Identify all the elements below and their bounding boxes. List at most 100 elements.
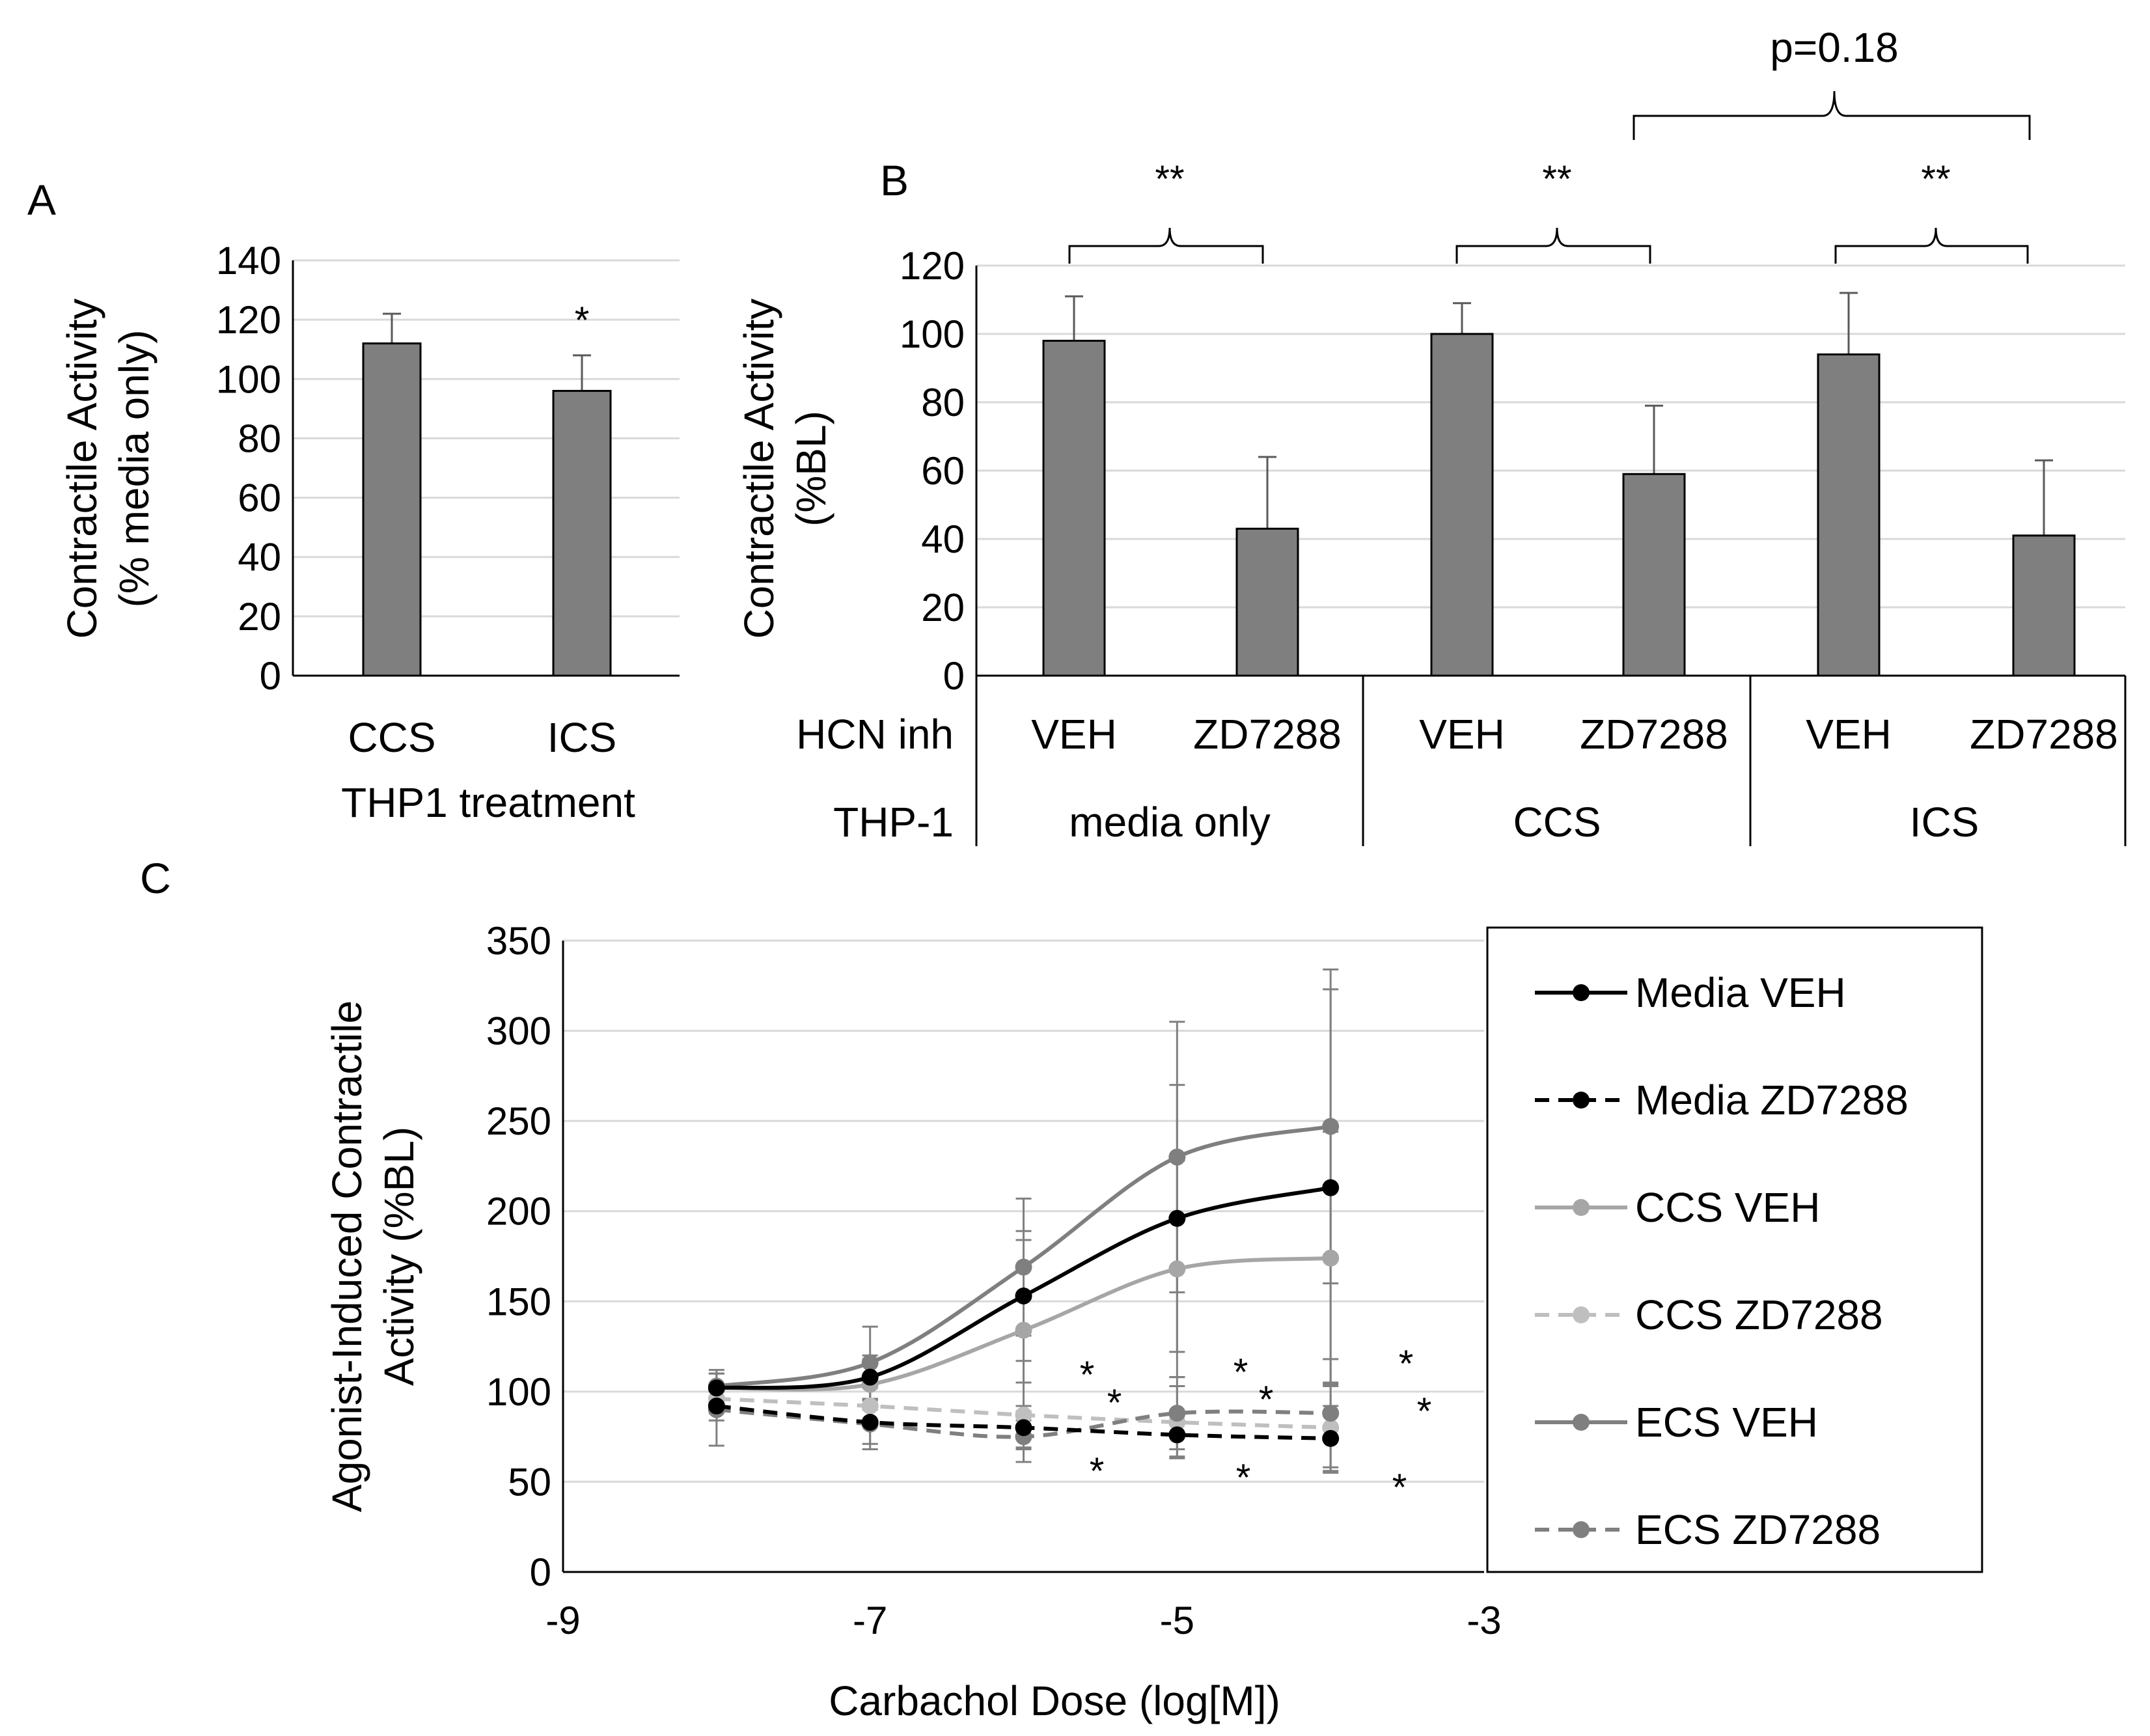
chart-c-y-title-line1: Agonist-Induced Contractile [324,1000,370,1512]
chart-c-data-point [1168,1148,1186,1166]
chart-c-data-point [861,1368,879,1386]
chart-b-y-tick-label: 40 [921,517,965,561]
chart-c-legend-box [1486,926,1983,1573]
chart-b-bracket-outer [1633,90,2031,140]
chart-c-y-tick-label: 0 [530,1550,551,1594]
chart-b-y-tick-labels: 0 20 40 60 80 100 120 [900,244,965,698]
chart-c-x-tick-label: -5 [1160,1599,1194,1642]
chart-b-category-label: ZD7288 [1193,711,1342,758]
chart-c-legend-marker [1573,1092,1590,1109]
chart-c-data-point [1322,1405,1340,1422]
chart-c-data-point [1015,1419,1032,1437]
panel-label-c: C [140,854,171,902]
chart-c-legend-marker [1573,1414,1590,1431]
chart-c-y-tick-label: 350 [486,919,551,963]
chart-b-bars [1042,292,2076,677]
chart-c-data-point [1322,1249,1340,1267]
chart-c-legend-marker [1573,1306,1590,1323]
chart-c-data-point [1322,1179,1340,1196]
chart-c-x-tick-label: -7 [853,1599,887,1642]
chart-b-group-label: CCS [1513,799,1601,846]
chart-c-legend-marker [1573,984,1590,1001]
chart-a-x-title: THP1 treatment [341,779,635,826]
chart-a-bar [552,390,612,677]
chart-b-bracket-label: ** [1542,158,1571,200]
chart-c-x-tick-labels: -9 -7 -5 -3 [545,1599,1501,1642]
chart-b-category-label: VEH [1031,711,1117,758]
chart-a-y-title-line2: (% media only) [111,330,158,608]
chart-c-significance-star: * [1392,1467,1407,1509]
chart-b-bar [1430,333,1494,677]
chart-c-x-tick-label: -9 [545,1599,580,1642]
chart-c-x-tick-label: -3 [1467,1599,1501,1642]
chart-a-y-tick-label: 80 [238,417,281,460]
chart-c-data-point [861,1413,879,1431]
chart-c-data-point [708,1379,725,1397]
chart-b-outer-bracket-label: p=0.18 [1770,24,1899,71]
chart-a-y-tick-label: 120 [216,298,281,342]
chart-b-bar [1817,353,1881,677]
chart-b-y-tick-label: 100 [900,312,965,356]
chart-c-significance-star: * [1090,1450,1105,1493]
chart-b-bracket-label: ** [1921,158,1950,200]
chart-c-legend: Media VEH Media ZD7288 CCS VEH CCS ZD7288 EC… [1535,969,1909,1553]
chart-b-y-tick-label: 120 [900,244,965,288]
chart-c-y-tick-labels: 0 50 100 150 200 250 300 350 [486,919,551,1594]
chart-c-significance-star: * [1233,1351,1248,1394]
chart-a-bar [362,342,422,677]
chart-c-legend-label: CCS VEH [1635,1184,1821,1231]
chart-b-y-tick-label: 0 [943,654,965,698]
chart-c-significance-star: * [1259,1379,1274,1421]
chart-b-bar [1235,527,1299,677]
chart-c-significance-star: * [1417,1390,1432,1433]
chart-c-legend-marker [1573,1199,1590,1216]
chart-c-significance-star: * [1399,1343,1414,1385]
chart-b-y-tick-label: 60 [921,449,965,493]
chart-c-legend-label: ECS VEH [1635,1399,1818,1446]
chart-a-y-tick-label: 0 [260,654,281,698]
chart-c-significance-stars: ********* [1080,1343,1432,1509]
chart-b-y-title-line1: Contractile Activity [736,299,782,639]
panel-label-a: A [27,176,56,224]
chart-a-y-tick-label: 100 [216,357,281,401]
chart-c-data-point [1015,1321,1032,1339]
chart-c-legend-label: Media VEH [1635,969,1846,1016]
chart-c-data-point [861,1354,879,1371]
chart-c-legend-label: CCS ZD7288 [1635,1291,1883,1338]
chart-b-y-tick-label: 20 [921,586,965,629]
chart-b-bracket-ics [1834,227,2029,264]
chart-b-bracket-ccs [1455,227,1651,264]
chart-b-category-label: VEH [1806,711,1892,758]
chart-c-y-tick-label: 200 [486,1190,551,1233]
chart-c-data-point [1322,1429,1340,1447]
chart-c-data-point [861,1398,879,1415]
chart-c-data-point [1168,1405,1186,1422]
chart-a-y-tick-labels: 0 20 40 60 80 100 120 140 [216,239,281,698]
chart-b-y-title-line2: (%BL) [788,411,834,527]
chart-c-data-point [708,1398,725,1415]
chart-c-legend-label: Media ZD7288 [1635,1077,1909,1123]
chart-a-x-label-ics: ICS [547,714,617,761]
chart-c-data-point [1015,1406,1032,1424]
chart-c-y-tick-label: 250 [486,1099,551,1143]
chart-c-y-tick-label: 50 [508,1460,551,1504]
chart-a-significance-star: * [575,299,590,342]
chart-a-y-tick-label: 60 [238,476,281,520]
chart-c-data-point [1168,1209,1186,1227]
chart-b: 0 20 40 60 80 100 120 HCN inh THP-1 VEH ZD7288… [736,24,2127,846]
chart-a-y-tick-label: 20 [238,595,281,639]
chart-a: 0 20 40 60 80 100 120 140 CCS ICS THP1 treatmen… [59,239,680,826]
chart-a-y-tick-label: 140 [216,239,281,282]
chart-c-significance-star: * [1107,1382,1122,1424]
chart-c-data-point [1322,1118,1340,1135]
chart-b-gridlines [976,264,2125,609]
chart-c-y-tick-label: 300 [486,1010,551,1053]
chart-a-x-label-ccs: CCS [348,714,435,761]
chart-a-gridlines [293,259,680,618]
panel-label-b: B [880,156,909,204]
chart-c-data-point [1168,1260,1186,1278]
chart-c-significance-star: * [1080,1354,1095,1396]
chart-c-y-tick-label: 150 [486,1280,551,1323]
